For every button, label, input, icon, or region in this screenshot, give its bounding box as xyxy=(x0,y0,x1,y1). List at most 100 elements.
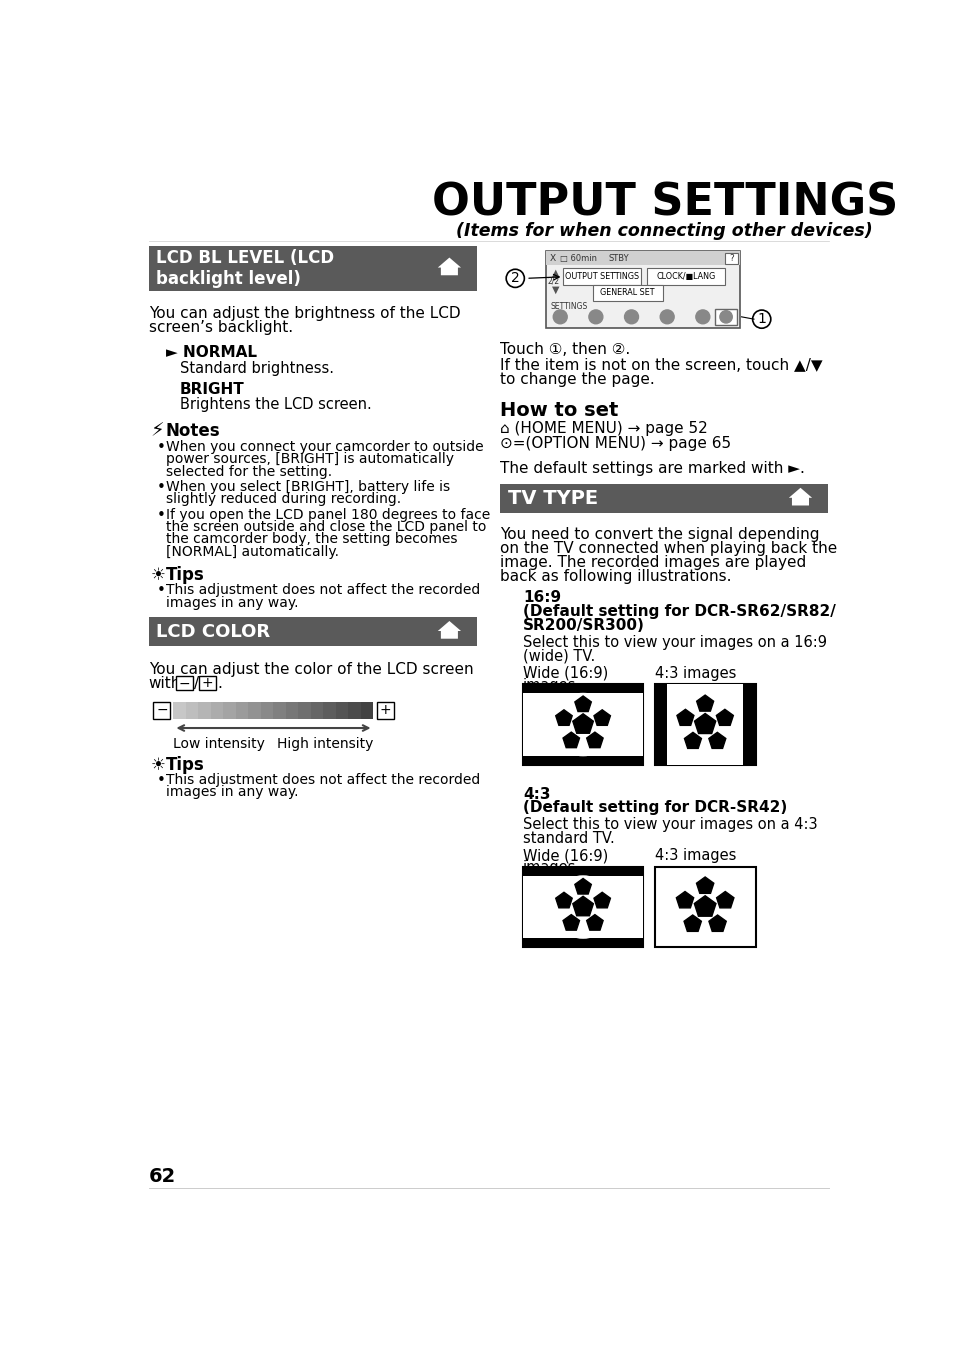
Text: ☀: ☀ xyxy=(150,756,165,773)
Text: •: • xyxy=(156,440,165,455)
Text: When you connect your camcorder to outside: When you connect your camcorder to outsi… xyxy=(166,440,483,455)
FancyBboxPatch shape xyxy=(199,676,216,691)
Text: image. The recorded images are played: image. The recorded images are played xyxy=(499,555,805,570)
Circle shape xyxy=(659,309,674,324)
Text: □ 60min: □ 60min xyxy=(559,254,597,263)
Text: /: / xyxy=(193,676,198,691)
FancyBboxPatch shape xyxy=(323,702,335,719)
Text: −: − xyxy=(156,703,168,718)
FancyBboxPatch shape xyxy=(376,702,394,719)
FancyBboxPatch shape xyxy=(592,285,661,301)
FancyBboxPatch shape xyxy=(261,702,274,719)
Polygon shape xyxy=(676,892,693,908)
Text: If you open the LCD panel 180 degrees to face: If you open the LCD panel 180 degrees to… xyxy=(166,508,490,522)
Circle shape xyxy=(552,693,614,756)
Text: When you select [BRIGHT], battery life is: When you select [BRIGHT], battery life i… xyxy=(166,480,450,494)
Text: •: • xyxy=(156,584,165,598)
Text: OUTPUT SETTINGS: OUTPUT SETTINGS xyxy=(564,273,639,281)
Text: ?: ? xyxy=(728,254,733,263)
Text: •: • xyxy=(156,508,165,522)
Text: ▲: ▲ xyxy=(551,267,558,278)
Text: 2/2: 2/2 xyxy=(547,275,559,285)
Polygon shape xyxy=(696,877,713,893)
FancyBboxPatch shape xyxy=(360,702,373,719)
Polygon shape xyxy=(437,258,460,275)
FancyBboxPatch shape xyxy=(274,702,286,719)
FancyBboxPatch shape xyxy=(175,676,193,691)
Text: Wide (16:9): Wide (16:9) xyxy=(522,848,608,863)
FancyBboxPatch shape xyxy=(522,684,642,765)
FancyBboxPatch shape xyxy=(211,702,223,719)
Text: on the TV connected when playing back the: on the TV connected when playing back th… xyxy=(499,541,836,556)
FancyBboxPatch shape xyxy=(562,269,640,285)
Text: to change the page.: to change the page. xyxy=(499,372,654,387)
Text: 4:3: 4:3 xyxy=(522,787,550,802)
FancyBboxPatch shape xyxy=(298,702,311,719)
Text: ▼: ▼ xyxy=(551,285,558,294)
Text: 4:3 images: 4:3 images xyxy=(654,848,736,863)
Circle shape xyxy=(673,693,737,756)
FancyBboxPatch shape xyxy=(654,684,755,765)
Text: the camcorder body, the setting becomes: the camcorder body, the setting becomes xyxy=(166,532,456,547)
Text: CLOCK/■LANG: CLOCK/■LANG xyxy=(656,273,715,281)
Text: slightly reduced during recording.: slightly reduced during recording. xyxy=(166,493,400,506)
Polygon shape xyxy=(575,696,591,711)
Polygon shape xyxy=(562,915,578,930)
Text: Tips: Tips xyxy=(166,566,204,585)
Circle shape xyxy=(695,309,709,324)
Text: ⊙=(OPTION MENU) → page 65: ⊙=(OPTION MENU) → page 65 xyxy=(499,436,730,451)
Polygon shape xyxy=(562,733,578,748)
Circle shape xyxy=(588,309,602,324)
Polygon shape xyxy=(572,896,593,916)
FancyBboxPatch shape xyxy=(153,702,171,719)
FancyBboxPatch shape xyxy=(335,702,348,719)
FancyBboxPatch shape xyxy=(286,702,298,719)
Text: •: • xyxy=(156,480,165,495)
Text: LCD COLOR: LCD COLOR xyxy=(156,623,271,641)
Text: SR200/SR300): SR200/SR300) xyxy=(522,617,644,632)
Text: .: . xyxy=(216,676,221,691)
FancyBboxPatch shape xyxy=(311,702,323,719)
Polygon shape xyxy=(708,733,725,749)
Text: 4:3 images: 4:3 images xyxy=(654,666,736,681)
Text: ☀: ☀ xyxy=(150,566,165,585)
Text: selected for the setting.: selected for the setting. xyxy=(166,464,332,479)
Text: with: with xyxy=(149,676,181,691)
Polygon shape xyxy=(694,714,715,734)
Text: Brightens the LCD screen.: Brightens the LCD screen. xyxy=(179,396,371,413)
Text: ⚡: ⚡ xyxy=(150,422,164,441)
Polygon shape xyxy=(556,893,572,908)
Text: ► NORMAL: ► NORMAL xyxy=(166,345,256,360)
Text: the screen outside and close the LCD panel to: the screen outside and close the LCD pan… xyxy=(166,520,486,535)
Text: The default settings are marked with ►.: The default settings are marked with ►. xyxy=(499,461,803,476)
FancyBboxPatch shape xyxy=(149,617,476,646)
Text: 1: 1 xyxy=(757,312,765,326)
Circle shape xyxy=(552,877,614,938)
Polygon shape xyxy=(594,710,610,726)
Polygon shape xyxy=(788,487,811,506)
FancyBboxPatch shape xyxy=(715,309,736,324)
Circle shape xyxy=(624,309,638,324)
Text: 2: 2 xyxy=(511,271,519,285)
Text: (Default setting for DCR-SR62/SR82/: (Default setting for DCR-SR62/SR82/ xyxy=(522,604,835,619)
FancyBboxPatch shape xyxy=(499,484,827,513)
Polygon shape xyxy=(694,896,716,916)
FancyBboxPatch shape xyxy=(198,702,211,719)
Text: Standard brightness.: Standard brightness. xyxy=(179,361,334,376)
Text: OUTPUT SETTINGS: OUTPUT SETTINGS xyxy=(432,182,897,224)
FancyBboxPatch shape xyxy=(149,246,476,290)
Text: images in any way.: images in any way. xyxy=(166,596,298,609)
FancyBboxPatch shape xyxy=(654,867,755,947)
Text: SETTINGS: SETTINGS xyxy=(550,303,587,311)
Polygon shape xyxy=(683,733,700,749)
Text: You can adjust the color of the LCD screen: You can adjust the color of the LCD scre… xyxy=(149,662,473,677)
Text: standard TV.: standard TV. xyxy=(522,832,614,847)
FancyBboxPatch shape xyxy=(173,702,186,719)
FancyBboxPatch shape xyxy=(646,269,723,285)
Text: screen’s backlight.: screen’s backlight. xyxy=(149,320,293,335)
Text: •: • xyxy=(156,772,165,787)
Text: images in any way.: images in any way. xyxy=(166,784,298,799)
Polygon shape xyxy=(716,892,733,908)
Circle shape xyxy=(720,311,732,323)
Text: ⌂ (HOME MENU) → page 52: ⌂ (HOME MENU) → page 52 xyxy=(499,421,707,436)
